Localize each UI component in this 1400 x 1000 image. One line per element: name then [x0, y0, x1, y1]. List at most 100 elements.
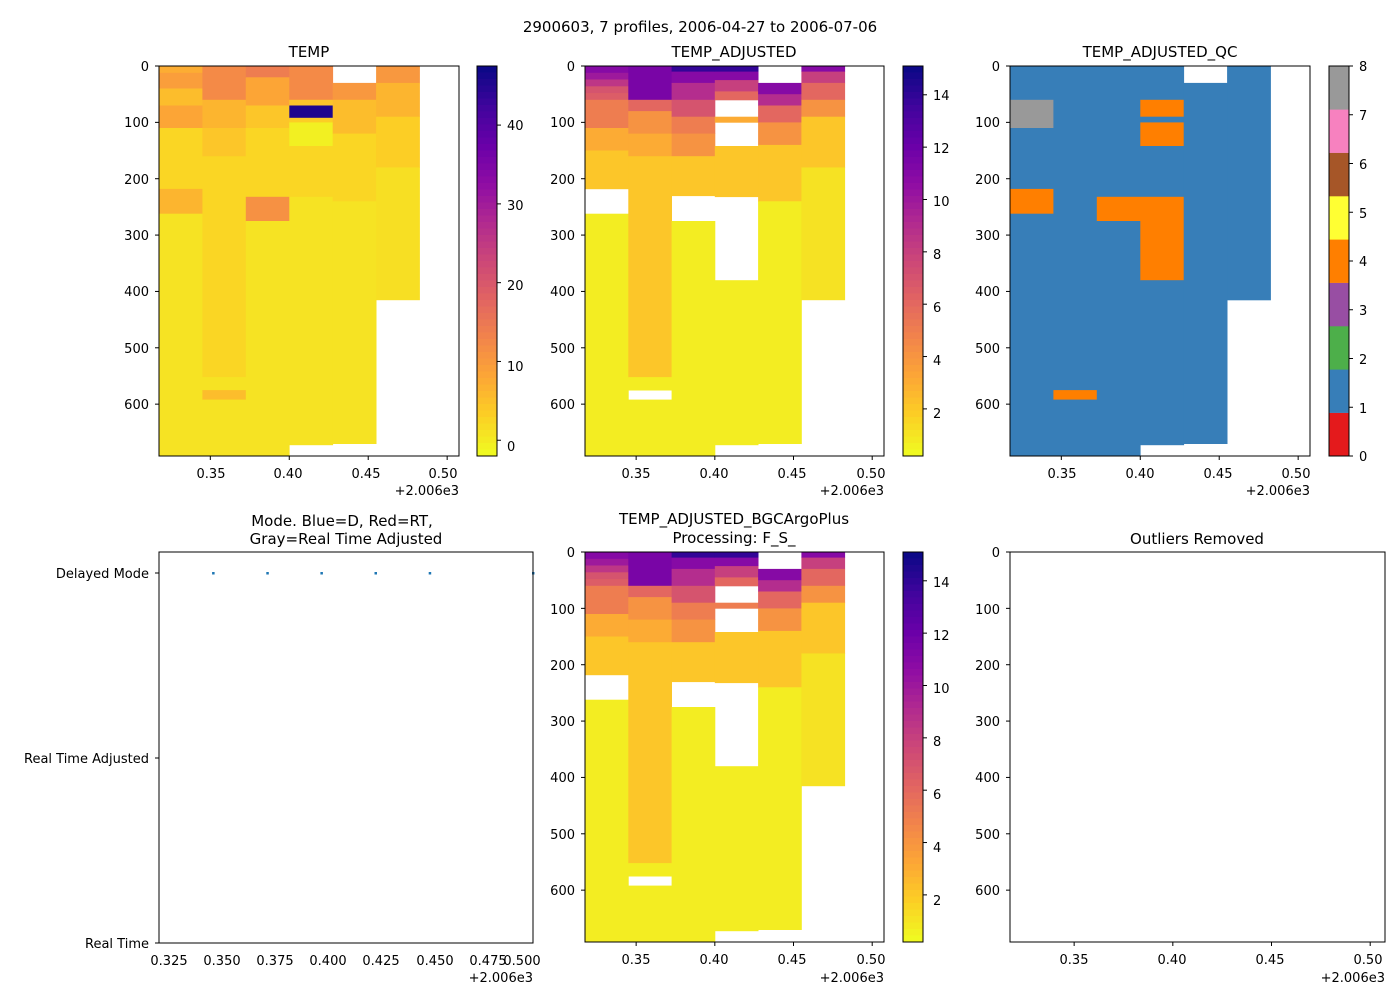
colorbar-segment — [903, 766, 923, 774]
colorbar-segment — [903, 831, 923, 839]
heatmap-cell — [714, 116, 759, 123]
heatmap-cell — [758, 201, 802, 444]
heatmap-cell — [1140, 196, 1185, 281]
colorbar-segment — [477, 397, 497, 405]
heatmap-cell — [758, 568, 802, 581]
heatmap-cell — [1053, 399, 1098, 457]
y-tick-label: Real Time Adjusted — [24, 752, 149, 767]
colorbar-segment — [903, 254, 923, 262]
colorbar-segment — [903, 274, 923, 281]
colorbar-segment — [903, 682, 923, 689]
heatmap-cell — [159, 105, 203, 129]
colorbar-segment — [903, 163, 923, 171]
x-tick-label: 0.40 — [1126, 467, 1155, 482]
bgc-colorbar-ticks: 2 4 6 8 10 12 14 — [933, 576, 950, 909]
colorbar-segment — [903, 202, 923, 210]
colorbar-segment — [903, 170, 923, 177]
x-offset-label: +2.006e3 — [469, 971, 533, 986]
y-tick-label: 300 — [124, 229, 149, 244]
heatmap-cell — [714, 552, 759, 558]
heatmap-cell — [714, 557, 759, 567]
colorbar-segment — [903, 417, 923, 424]
x-tick-label: 0.40 — [700, 953, 729, 968]
heatmap-cell — [628, 133, 672, 157]
heatmap-cell — [585, 565, 629, 573]
x-tick-label: 0.35 — [622, 953, 651, 968]
x-tick-label: 0.45 — [1204, 467, 1233, 482]
colorbar-segment — [903, 864, 923, 871]
heatmap-cell — [671, 568, 716, 587]
colorbar-segment — [477, 287, 497, 294]
y-tick-label: 200 — [550, 173, 575, 188]
colorbar-segment — [903, 222, 923, 229]
colorbar-segment — [477, 215, 497, 223]
colorbar-segment — [477, 449, 497, 457]
colorbar-segment — [903, 183, 923, 190]
outliers-axes: 0.35 0.40 0.45 0.50 +2.006e3 0 100 200 3… — [975, 546, 1385, 986]
colorbar-segment — [477, 222, 497, 229]
colorbar-segment — [903, 708, 923, 715]
colorbar-swatch — [1329, 282, 1349, 327]
colorbar-segment — [903, 630, 923, 637]
colorbar-segment — [903, 721, 923, 728]
mode-plot-frame — [158, 551, 534, 944]
colorbar-segment — [903, 345, 923, 353]
colorbar-tick-label: 20 — [507, 279, 524, 294]
colorbar-segment — [477, 111, 497, 119]
y-tick-label: 400 — [550, 771, 575, 786]
bgc-plot-frame — [584, 551, 885, 943]
colorbar-segment — [903, 410, 923, 418]
heatmap-cell — [376, 167, 420, 301]
panel-outliers-title: Outliers Removed — [1130, 530, 1264, 548]
colorbar-segment — [477, 144, 497, 151]
heatmap-cell — [159, 88, 203, 106]
colorbar-segment — [903, 391, 923, 398]
colorbar-segment — [903, 105, 923, 112]
heatmap-cell — [585, 72, 629, 80]
heatmap-cell — [159, 188, 203, 215]
heatmap-cell — [671, 585, 716, 604]
y-tick-label: 100 — [975, 116, 1000, 131]
panel-mode: Mode. Blue=D, Red=RT, Gray=Real Time Adj… — [24, 512, 541, 986]
temp-adjusted-colorbar — [903, 66, 927, 457]
heatmap-cell — [758, 687, 802, 930]
colorbar-segment — [477, 157, 497, 164]
colorbar-segment — [477, 131, 497, 138]
x-tick-label: 0.40 — [274, 467, 303, 482]
heatmap-cell — [245, 66, 290, 78]
heatmap-cell — [1096, 221, 1141, 457]
heatmap-cell — [245, 105, 290, 129]
colorbar-segment — [903, 584, 923, 592]
colorbar-segment — [477, 85, 497, 93]
heatmap-cell — [289, 105, 334, 119]
heatmap-cell — [628, 619, 672, 643]
heatmap-cell — [714, 91, 759, 101]
colorbar-tick-label: 1 — [1359, 402, 1367, 417]
heatmap-cell — [714, 280, 759, 446]
x-tick-label: 0.50 — [857, 953, 886, 968]
y-tick-label: 600 — [550, 398, 575, 413]
temp-colorbar-frame — [476, 65, 498, 457]
colorbar-segment — [477, 384, 497, 392]
y-tick-label: 600 — [550, 884, 575, 899]
heatmap-cell — [628, 399, 672, 457]
colorbar-tick-label: 10 — [933, 682, 950, 697]
colorbar-segment — [903, 909, 923, 917]
heatmap-cell — [585, 572, 629, 580]
colorbar-segment — [477, 118, 497, 125]
heatmap-cell — [714, 632, 759, 684]
heatmap-cell — [585, 150, 629, 190]
y-tick-label: 400 — [975, 771, 1000, 786]
x-tick-label: 0.425 — [362, 954, 399, 969]
colorbar-segment — [903, 883, 923, 891]
colorbar-segment — [903, 929, 923, 936]
colorbar-tick-label: 8 — [933, 735, 941, 750]
colorbar-segment — [903, 857, 923, 865]
mode-axes: Delayed Mode Real Time Adjusted Real Tim… — [24, 567, 541, 986]
outliers-plot-frame — [1009, 551, 1386, 943]
heatmap-cell — [202, 377, 247, 391]
colorbar-segment — [477, 79, 497, 86]
colorbar-segment — [903, 903, 923, 910]
colorbar-segment — [477, 404, 497, 411]
heatmap-cell — [801, 585, 846, 604]
